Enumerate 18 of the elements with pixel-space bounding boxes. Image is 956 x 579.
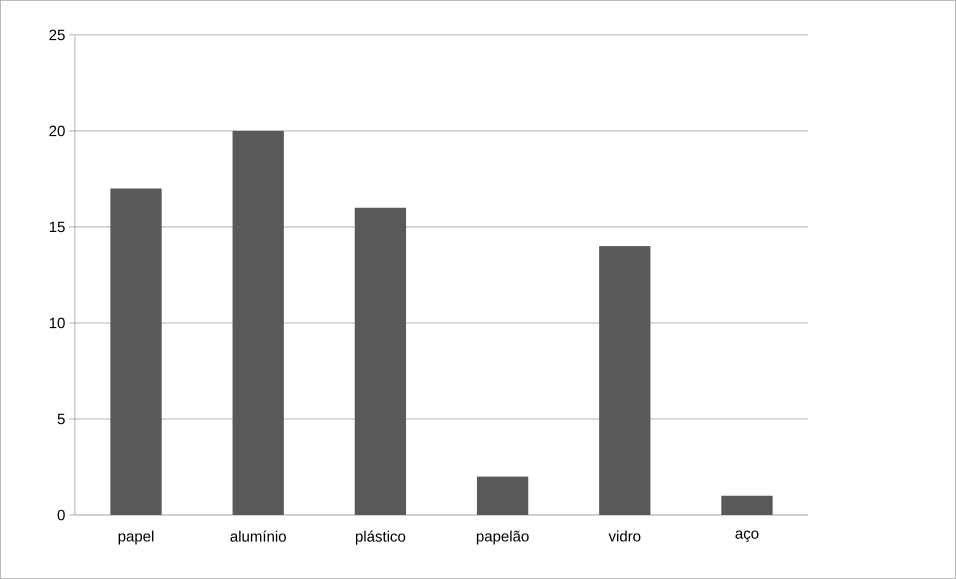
x-tick-label: vidro <box>608 530 640 542</box>
x-tick-label: plástico <box>356 530 406 545</box>
y-tick-label: 5 <box>58 414 65 424</box>
bar <box>232 130 284 516</box>
x-tick-label: alumínio <box>230 530 286 542</box>
x-tick-label: aço <box>736 530 758 542</box>
x-tick-label: papel <box>118 530 154 545</box>
y-tick-label: 15 <box>50 222 65 232</box>
y-tick-label: 10 <box>50 318 65 328</box>
y-tick-label: 20 <box>49 126 65 136</box>
bar <box>599 246 650 516</box>
y-tick-label: 25 <box>49 30 65 40</box>
bar <box>476 476 528 516</box>
y-tick-label: 0 <box>58 510 65 520</box>
bar <box>110 188 162 516</box>
x-tick-label: papelão <box>476 530 529 545</box>
bar <box>721 496 773 516</box>
bar <box>354 208 406 516</box>
